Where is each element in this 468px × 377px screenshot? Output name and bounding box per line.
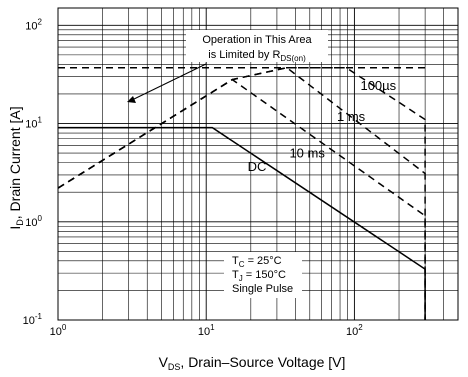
region-annotation-arrowhead	[127, 96, 136, 103]
region-annotation-arrow	[131, 63, 207, 101]
tj-label: TJ = 150°C	[232, 269, 286, 283]
region-annotation-line1: Operation in This Area	[202, 34, 312, 46]
x-tick-label: 100	[50, 323, 67, 338]
curve-label-dc: DC	[248, 159, 267, 174]
curve-label-1-ms: 1 ms	[337, 109, 366, 124]
conditions-box	[224, 252, 302, 298]
conditions-annotation: TC = 25°C TJ = 150°C Single Pulse	[224, 252, 302, 298]
y-tick-label: 10-1	[23, 312, 43, 327]
curve-labels: 100µs 1 ms 10 ms DC	[248, 78, 397, 174]
plot-frame	[57, 7, 459, 321]
region-annotation-box	[186, 30, 328, 62]
region-annotation: Operation in This Area is Limited by RDS…	[127, 30, 328, 103]
curves	[57, 66, 426, 320]
tick-labels: 100 101 102 10-1 100 101 102	[23, 17, 364, 338]
x-tick-label: 102	[346, 323, 363, 338]
x-tick-label: 101	[198, 323, 215, 338]
y-axis-title: ID, Drain Current [A]	[7, 106, 25, 229]
tc-label: TC = 25°C	[232, 255, 282, 269]
curve-100-s	[57, 66, 426, 320]
y-tick-label: 102	[25, 17, 42, 32]
y-tick-label: 100	[25, 214, 42, 229]
y-tick-label: 101	[25, 116, 42, 131]
curve-label-100-s: 100µs	[360, 78, 396, 93]
x-axis-title: VDS, Drain–Source Voltage [V]	[159, 354, 346, 372]
curve-label-10-ms: 10 ms	[289, 146, 325, 161]
region-annotation-line2: is Limited by RDS(on)	[208, 49, 306, 63]
pulse-label: Single Pulse	[232, 283, 293, 295]
